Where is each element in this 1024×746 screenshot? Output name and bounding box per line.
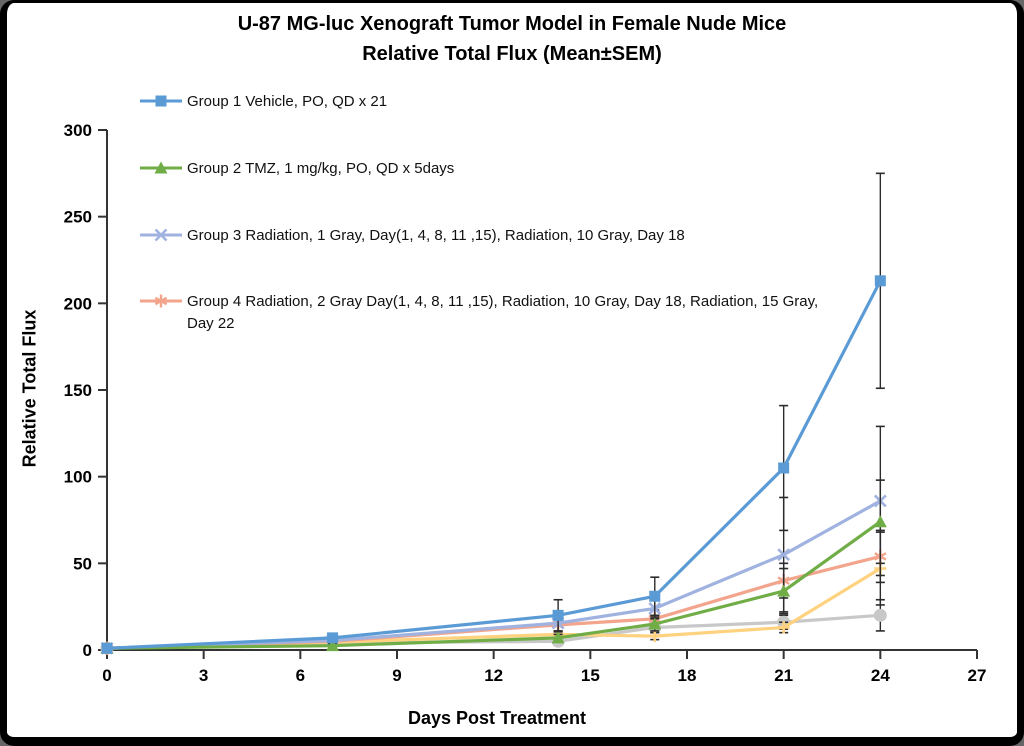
series-marker [874, 275, 886, 287]
series-line [106, 567, 882, 650]
x-tick-label: 15 [581, 666, 600, 685]
legend-item: Group 1 Vehicle, PO, QD x 21 [140, 91, 837, 113]
legend-item: Group 2 TMZ, 1 mg/kg, PO, QD x 5days [140, 158, 837, 180]
x-tick-label: 12 [484, 666, 503, 685]
x-tick-label: 27 [968, 666, 987, 685]
x-tick-label: 24 [871, 666, 890, 685]
series-group [101, 172, 886, 654]
legend-marker-icon [140, 228, 182, 241]
series-marker [551, 631, 565, 644]
x-tick-label: 9 [392, 666, 401, 685]
series-marker [155, 95, 167, 107]
y-tick-label: 0 [83, 641, 92, 660]
y-tick-label: 100 [64, 468, 92, 487]
x-tick-label: 6 [296, 666, 305, 685]
series-line [106, 520, 882, 650]
series-group [100, 425, 887, 655]
x-axis-title: Days Post Treatment [407, 708, 587, 728]
legend-label: Group 4 Radiation, 2 Gray Day(1, 4, 8, 1… [187, 293, 819, 332]
y-tick-label: 150 [64, 381, 92, 400]
series-group [101, 531, 887, 655]
chart-title: U-87 MG-luc Xenograft Tumor Model in Fem… [237, 13, 787, 35]
x-tick-label: 0 [102, 666, 111, 685]
series-marker [873, 515, 887, 528]
series-marker [154, 228, 168, 241]
chart-legend: Group 1 Vehicle, PO, QD x 21 Group 2 TMZ,… [140, 91, 837, 335]
series-marker [648, 617, 662, 630]
series-marker [873, 608, 887, 622]
legend-marker-icon [140, 161, 182, 174]
legend-marker-icon [140, 95, 182, 107]
x-tick-label: 3 [199, 666, 208, 685]
series-marker [326, 639, 340, 652]
x-tick-label: 21 [774, 666, 793, 685]
x-tick-label: 18 [678, 666, 697, 685]
y-tick-label: 200 [64, 294, 92, 313]
series-marker [649, 590, 661, 602]
y-tick-label: 300 [64, 121, 92, 140]
legend-label: Group 3 Radiation, 1 Gray, Day(1, 4, 8, … [187, 226, 685, 244]
series-marker [777, 584, 791, 597]
y-tick-label: 50 [73, 554, 92, 573]
series-line [106, 554, 881, 650]
legend-label: Group 1 Vehicle, PO, QD x 21 [187, 93, 388, 110]
series-marker [778, 462, 790, 474]
legend-item: Group 4 Radiation, 2 Gray Day(1, 4, 8, 1… [140, 291, 837, 335]
chart-plot-area: 0 50 100 150 200 250 300 0 3 6 9 12 15 18 21 24 27 [64, 121, 987, 685]
y-tick-label: 250 [64, 208, 92, 227]
legend-item: Group 3 Radiation, 1 Gray, Day(1, 4, 8, … [140, 225, 837, 247]
series-marker [327, 632, 339, 644]
series-marker [552, 609, 564, 621]
chart-subtitle: Relative Total Flux (Mean±SEM) [362, 43, 662, 65]
legend-marker-icon [140, 294, 182, 308]
series-marker [777, 548, 791, 562]
series-marker [154, 161, 168, 174]
series-marker [154, 297, 168, 306]
series-line [106, 280, 882, 650]
series-group [100, 479, 887, 654]
series-marker [101, 642, 113, 654]
legend-label: Group 2 TMZ, 1 mg/kg, PO, QD x 5days [187, 159, 455, 177]
series-line [106, 499, 882, 650]
